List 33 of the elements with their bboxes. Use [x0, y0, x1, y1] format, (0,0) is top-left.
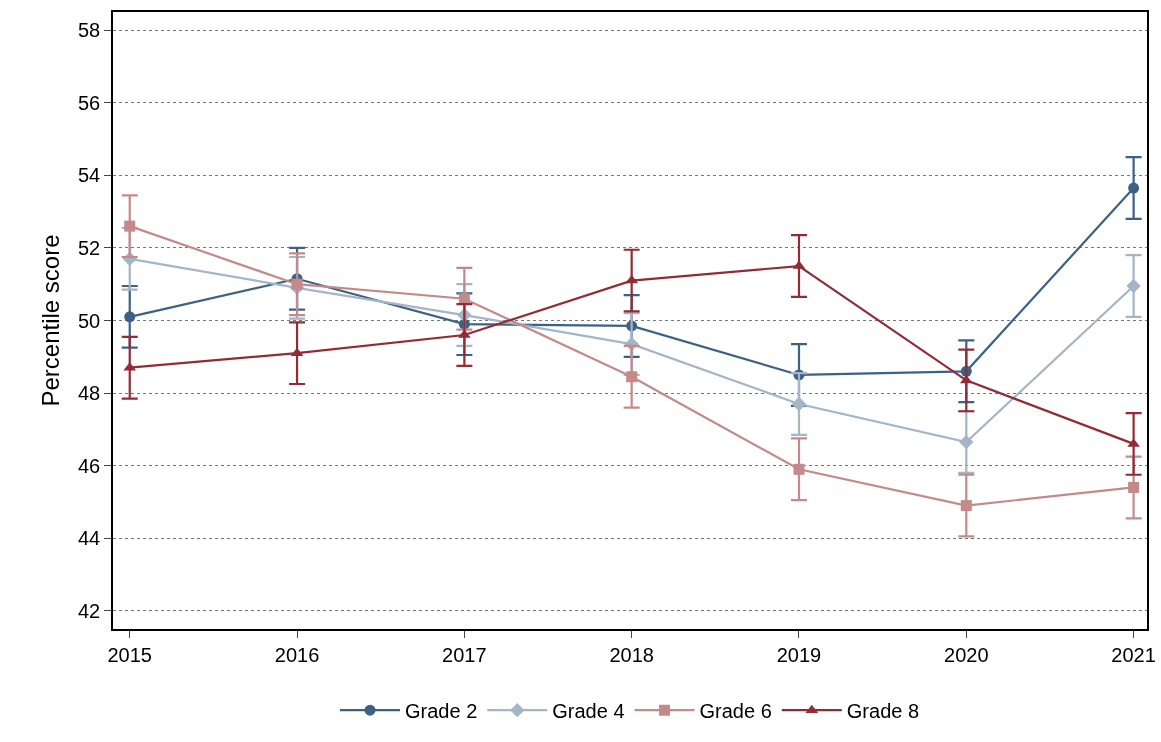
- y-tick-label: 56: [78, 91, 101, 114]
- point: [960, 500, 972, 512]
- point: [291, 278, 303, 290]
- x-tick-label: 2018: [609, 643, 654, 666]
- y-axis-title: Percentile score: [36, 234, 64, 407]
- y-tick-label: 44: [78, 527, 101, 550]
- point: [124, 220, 136, 232]
- x-tick-label: 2021: [1111, 643, 1156, 666]
- x-tick-label: 2017: [442, 643, 487, 666]
- x-tick-label: 2015: [107, 643, 152, 666]
- legend-label: Grade 2: [405, 700, 478, 722]
- y-tick-label: 42: [78, 599, 101, 622]
- x-tick-label: 2020: [944, 643, 989, 666]
- y-tick-label: 48: [78, 382, 101, 405]
- legend-label: Grade 4: [552, 700, 625, 722]
- point: [626, 371, 638, 383]
- point: [793, 463, 805, 475]
- point: [959, 434, 974, 450]
- point: [1128, 182, 1140, 194]
- y-tick-label: 54: [78, 164, 101, 187]
- y-tick-label: 46: [78, 454, 101, 477]
- y-tick-label: 58: [78, 19, 101, 42]
- point: [959, 374, 973, 384]
- x-tick-label: 2016: [274, 643, 320, 666]
- legend-label: Grade 6: [699, 700, 772, 722]
- legend-label: Grade 8: [846, 700, 920, 722]
- point: [1128, 481, 1140, 493]
- y-tick-label: 50: [78, 309, 101, 332]
- point: [1126, 278, 1141, 294]
- y-tick-label: 52: [78, 236, 101, 259]
- point: [124, 311, 136, 323]
- point: [791, 396, 807, 412]
- x-tick-label: 2019: [776, 643, 822, 666]
